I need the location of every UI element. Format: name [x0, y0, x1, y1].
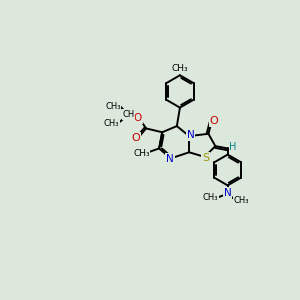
Text: CH₃: CH₃ [105, 102, 121, 111]
Text: CH₃: CH₃ [234, 196, 249, 205]
Text: O: O [132, 133, 140, 142]
Text: CH: CH [122, 110, 134, 119]
Text: N: N [224, 188, 232, 198]
Text: N: N [187, 130, 195, 140]
Text: CH₃: CH₃ [133, 149, 150, 158]
Text: CH₃: CH₃ [172, 64, 188, 73]
Text: CH₃: CH₃ [172, 64, 188, 74]
Text: O: O [209, 116, 218, 127]
Text: O: O [134, 113, 142, 123]
Text: H: H [230, 142, 237, 152]
Text: CH₃: CH₃ [203, 193, 218, 202]
Text: CH₃: CH₃ [104, 118, 119, 127]
Text: S: S [202, 153, 209, 163]
Text: N: N [166, 154, 174, 164]
